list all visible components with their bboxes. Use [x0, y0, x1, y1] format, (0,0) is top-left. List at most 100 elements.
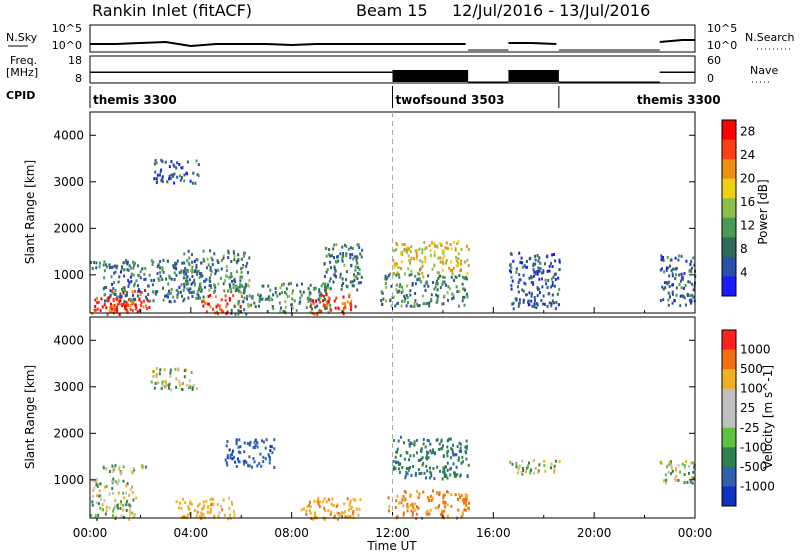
scatter-cell-694 [262, 284, 265, 288]
scatter-cell-369 [173, 181, 176, 185]
scatter-cell-278 [151, 263, 154, 266]
scatter-cell-1377 [661, 267, 663, 271]
scatter-cell-569 [460, 515, 463, 519]
scatter-cell-692 [243, 289, 246, 293]
scatter-cell-771 [334, 306, 337, 310]
scatter-cell-326 [305, 509, 308, 513]
scatter-cell-62 [119, 299, 122, 303]
scatter-cell-1351 [683, 272, 686, 276]
scatter-cell-1141 [454, 275, 457, 279]
scatter-cell-712 [291, 289, 294, 293]
scatter-cell-715 [515, 462, 518, 465]
scatter-cell-1404 [671, 290, 674, 294]
scatter-cell-121 [191, 388, 194, 391]
scatter-cell-1324 [542, 269, 545, 273]
cpid-label-0: themis 3300 [93, 93, 177, 107]
scatter-cell-471 [241, 275, 244, 279]
scatter-cell-1395 [674, 256, 677, 260]
scatter-cell-218 [147, 293, 150, 296]
scatter-cell-893 [425, 246, 428, 250]
scatter-cell-51 [136, 310, 139, 314]
scatter-cell-556 [200, 261, 202, 265]
scatter-cell-79 [117, 491, 120, 495]
scatter-cell-726 [689, 480, 692, 484]
scatter-cell-1002 [400, 252, 402, 256]
scatter-cell-808 [329, 254, 331, 258]
scatter-cell-312 [262, 455, 265, 459]
scatter-cell-987 [456, 264, 459, 268]
scatter-cell-227 [193, 260, 196, 263]
scatter-cell-1403 [667, 280, 670, 284]
scatter-cell-567 [195, 266, 198, 269]
scatter-cell-824 [336, 255, 338, 259]
scatter-cell-1041 [439, 286, 442, 290]
scatter-cell-1229 [554, 259, 557, 263]
scatter-cell-169 [116, 295, 119, 299]
scatter-cell-931 [421, 271, 424, 275]
scatter-cell-925 [396, 271, 399, 275]
scatter-cell-961 [420, 267, 423, 270]
scatter-cell-522 [453, 474, 456, 478]
scatter-cell-64 [142, 305, 145, 309]
scatter-cell-308 [224, 458, 227, 462]
scatter-cell-153 [169, 371, 172, 375]
scatter-cell-838 [356, 261, 359, 265]
scatter-cell-490 [196, 258, 199, 262]
colorbar-bin-1 [722, 349, 736, 370]
scatter-cell-595 [428, 512, 431, 516]
scatter-cell-762 [670, 463, 673, 467]
scatter-cell-108 [113, 264, 116, 268]
scatter-cell-186 [119, 292, 122, 296]
scatter-cell-1358 [680, 286, 683, 290]
scatter-cell-670 [239, 284, 242, 288]
scatter-cell-417 [398, 470, 401, 474]
scatter-cell-628 [278, 301, 281, 305]
scatter-cell-347 [309, 505, 312, 509]
scatter-cell-870 [359, 281, 362, 285]
scatter-cell-0 [109, 306, 112, 309]
scatter-cell-1025 [429, 253, 432, 257]
scatter-cell-944 [433, 250, 436, 254]
scatter-cell-281 [273, 465, 276, 469]
scatter-cell-245 [180, 290, 182, 294]
scatter-cell-89 [140, 300, 143, 304]
scatter-cell-1073 [413, 301, 416, 305]
scatter-cell-56 [126, 302, 129, 306]
scatter-cell-1241 [528, 291, 531, 295]
scatter-cell-250 [256, 441, 259, 445]
scatter-cell-182 [180, 506, 183, 510]
scatter-cell-959 [433, 264, 436, 268]
scatter-cell-614 [291, 312, 293, 316]
scatter-cell-1098 [396, 290, 399, 294]
scatter-cell-219 [200, 511, 203, 515]
scatter-cell-362 [168, 174, 171, 178]
scatter-cell-886 [345, 270, 348, 274]
scatter-cell-1336 [671, 272, 674, 276]
scatter-cell-407 [441, 477, 444, 481]
scatter-cell-288 [143, 277, 146, 281]
scatter-cell-1317 [525, 293, 527, 297]
scatter-cell-491 [242, 264, 245, 267]
scatter-cell-16 [119, 502, 122, 506]
scatter-cell-477 [449, 473, 452, 477]
scatter-cell-809 [355, 258, 358, 262]
scatter-cell-853 [333, 243, 336, 247]
scatter-cell-1341 [674, 277, 677, 280]
scatter-cell-532 [209, 268, 212, 272]
scatter-cell-322 [308, 503, 311, 507]
scatter-cell-1362 [693, 263, 696, 267]
scatter-cell-592 [398, 501, 400, 505]
scatter-cell-414 [392, 439, 395, 442]
scatter-cell-1018 [467, 264, 470, 268]
xtick-label-0: 00:00 [73, 526, 108, 540]
scatter-cell-390 [178, 163, 181, 166]
scatter-cell-974 [392, 249, 395, 253]
scatter-cell-448 [457, 458, 460, 462]
scatter-cell-200 [173, 278, 176, 281]
scatter-cell-1199 [519, 260, 522, 264]
scatter-cell-225 [190, 291, 193, 295]
scatter-cell-926 [403, 249, 406, 253]
scatter-cell-474 [452, 462, 455, 466]
scatter-cell-1321 [550, 285, 552, 289]
scatter-cell-621 [320, 309, 323, 313]
